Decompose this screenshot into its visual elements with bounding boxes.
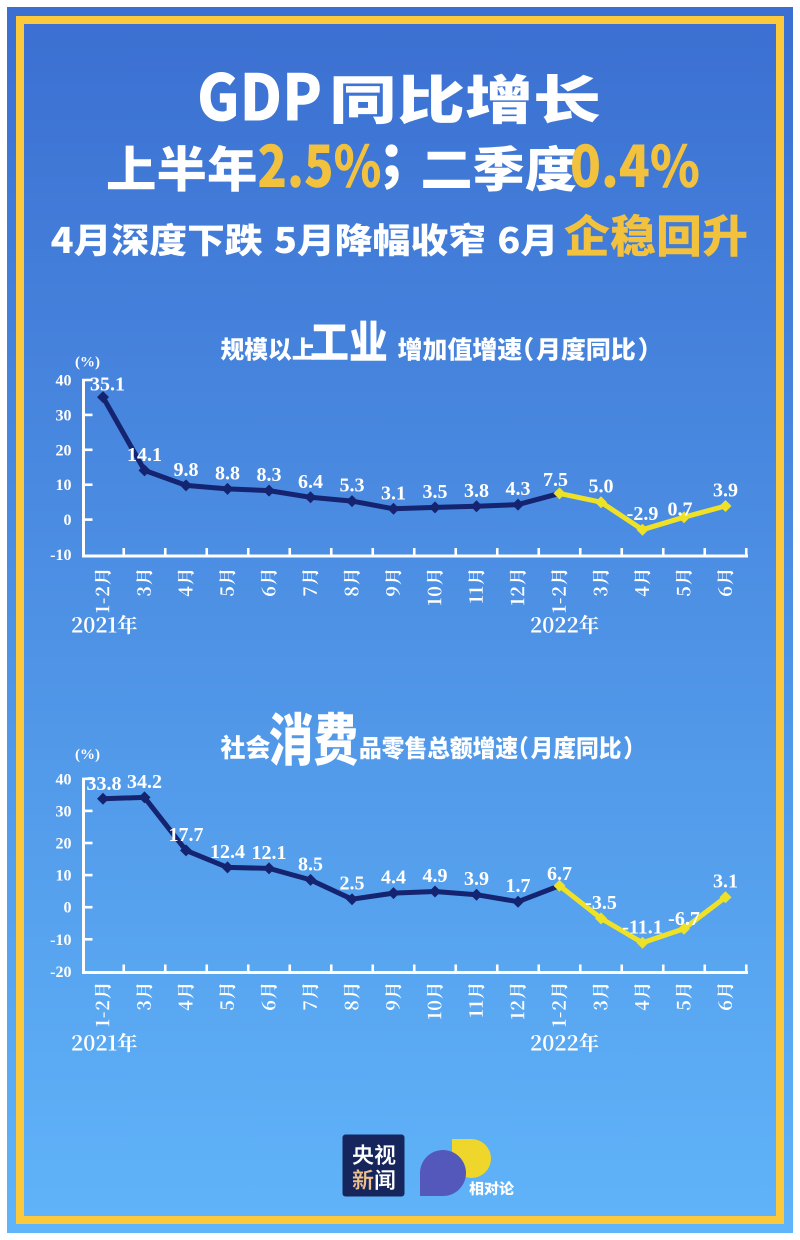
svg-text:-2.9: -2.9	[627, 503, 659, 525]
svg-text:3.1: 3.1	[713, 871, 738, 893]
svg-text:10: 10	[56, 868, 72, 885]
svg-text:-10: -10	[50, 932, 71, 949]
svg-text:34.2: 34.2	[127, 771, 162, 793]
svg-text:1.7: 1.7	[506, 875, 531, 897]
svg-text:3.8: 3.8	[464, 480, 489, 502]
svg-text:6.4: 6.4	[298, 471, 323, 493]
svg-text:8.5: 8.5	[298, 853, 323, 875]
svg-text:20: 20	[56, 836, 72, 853]
svg-text:12.4: 12.4	[210, 841, 245, 863]
svg-text:12.1: 12.1	[252, 842, 287, 864]
svg-text:-10: -10	[50, 547, 71, 564]
svg-text:40: 40	[56, 373, 72, 390]
svg-text:9.8: 9.8	[174, 459, 199, 481]
svg-text:40: 40	[56, 771, 72, 788]
svg-text:3.9: 3.9	[713, 479, 738, 501]
svg-text:4.3: 4.3	[506, 478, 531, 500]
svg-text:20: 20	[56, 442, 72, 459]
svg-text:14.1: 14.1	[127, 444, 162, 466]
svg-text:2.5: 2.5	[340, 873, 365, 895]
svg-text:4.9: 4.9	[423, 865, 448, 887]
svg-text:(%): (%)	[75, 355, 100, 371]
svg-text:0: 0	[64, 900, 72, 917]
svg-text:0.7: 0.7	[668, 499, 693, 521]
svg-text:17.7: 17.7	[169, 824, 204, 846]
svg-text:-6.7: -6.7	[668, 908, 700, 930]
svg-text:5.0: 5.0	[589, 476, 614, 498]
svg-text:30: 30	[56, 407, 72, 424]
svg-text:3.1: 3.1	[381, 482, 406, 504]
svg-text:-11.1: -11.1	[622, 916, 663, 938]
svg-text:4.4: 4.4	[381, 867, 406, 889]
svg-text:30: 30	[56, 803, 72, 820]
svg-text:6.7: 6.7	[547, 863, 572, 885]
svg-text:33.8: 33.8	[87, 773, 122, 795]
svg-text:8.8: 8.8	[215, 462, 240, 484]
svg-text:-3.5: -3.5	[585, 892, 617, 914]
svg-text:7.5: 7.5	[543, 469, 568, 491]
svg-text:-20: -20	[50, 964, 71, 981]
svg-text:35.1: 35.1	[90, 374, 125, 396]
svg-text:(%): (%)	[75, 747, 100, 763]
svg-text:8.3: 8.3	[257, 464, 282, 486]
svg-text:3.9: 3.9	[464, 868, 489, 890]
svg-text:0: 0	[64, 512, 72, 529]
svg-text:10: 10	[56, 477, 72, 494]
svg-text:3.5: 3.5	[423, 481, 448, 503]
svg-text:5.3: 5.3	[340, 475, 365, 497]
